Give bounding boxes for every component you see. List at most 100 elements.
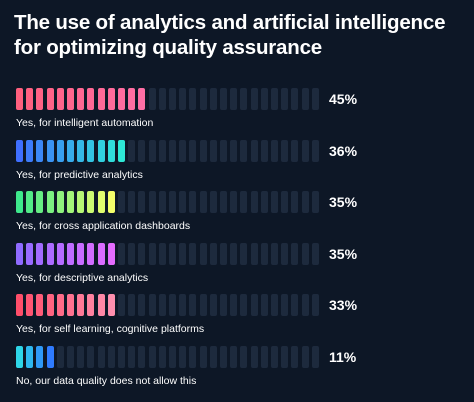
bar-segment-empty xyxy=(260,345,268,368)
bar-segment-empty xyxy=(311,88,319,110)
bar-segment-empty xyxy=(230,139,238,162)
bar-segment-filled xyxy=(107,191,115,213)
bar-segment-empty xyxy=(148,191,156,213)
bar-segment-empty xyxy=(230,345,238,368)
bar-segment-filled xyxy=(56,294,64,316)
bar-track xyxy=(16,139,322,162)
category-label: No, our data quality does not allow this xyxy=(16,374,197,387)
bar-segment-empty xyxy=(128,345,136,368)
bar-segment-filled xyxy=(97,191,105,213)
bar-segment-empty xyxy=(311,294,319,316)
bar-segment-empty xyxy=(138,139,146,162)
bar-segment-filled xyxy=(77,242,85,265)
bar-segment-empty xyxy=(240,294,248,316)
bar-segment-filled xyxy=(26,242,34,265)
bar-segment-empty xyxy=(271,242,278,265)
bar-segment-filled xyxy=(56,88,64,110)
bar-segment-filled xyxy=(107,294,115,316)
bar-segment-filled xyxy=(46,139,54,162)
bar-segment-empty xyxy=(291,139,299,162)
bar-segment-filled xyxy=(26,294,34,316)
bar-segment-empty xyxy=(220,88,227,110)
bar-segment-empty xyxy=(291,345,299,368)
bar-segment-empty xyxy=(179,139,187,162)
bar-segment-empty xyxy=(260,242,268,265)
value-label: 11% xyxy=(329,348,357,365)
bar-segment-filled xyxy=(36,242,44,265)
bar-segment-empty xyxy=(158,242,166,265)
bar-segment-empty xyxy=(107,345,115,368)
category-label: Yes, for self learning, cognitive platfo… xyxy=(16,323,205,335)
bar-segment-filled xyxy=(26,345,34,368)
value-label: 33% xyxy=(329,297,358,313)
bar-segment-empty xyxy=(179,191,187,213)
bar-segment-empty xyxy=(220,242,227,265)
bar-segment-empty xyxy=(199,88,207,110)
bar-segment-filled xyxy=(67,191,74,213)
bar-segment-empty xyxy=(118,242,125,265)
bar-segment-empty xyxy=(250,294,258,316)
bar-segment-empty xyxy=(281,242,289,265)
bar-segment-filled xyxy=(97,139,105,162)
bar-segment-empty xyxy=(240,139,248,162)
bar-segment-filled xyxy=(77,88,85,110)
bar-segment-empty xyxy=(291,191,299,213)
bar-segment-filled xyxy=(87,88,95,110)
bar-segment-filled xyxy=(97,88,105,110)
bar-segment-empty xyxy=(291,294,299,316)
bar-segment-empty xyxy=(128,191,136,213)
value-label: 36% xyxy=(329,142,358,159)
bar-segment-empty xyxy=(67,345,74,368)
bar-segment-empty xyxy=(179,345,187,368)
bar-segment-filled xyxy=(118,139,125,162)
bar-segment-empty xyxy=(281,88,289,110)
bar-segment-filled xyxy=(87,294,95,316)
bar-segment-filled xyxy=(128,88,136,110)
bar-segment-empty xyxy=(189,345,197,368)
bar-segment-empty xyxy=(97,345,105,368)
bar-segment-empty xyxy=(199,191,207,213)
bar-segment-empty xyxy=(138,294,146,316)
bar-segment-empty xyxy=(118,294,125,316)
bar-segment-empty xyxy=(260,139,268,162)
bar-segment-filled xyxy=(46,294,54,316)
chart-title: The use of analytics and artificial inte… xyxy=(14,11,446,59)
bar-segment-filled xyxy=(67,139,74,162)
bar-segment-empty xyxy=(148,294,156,316)
bar-segment-filled xyxy=(107,242,115,265)
bar-segment-filled xyxy=(87,242,95,265)
bar-segment-empty xyxy=(189,88,197,110)
bar-segment-empty xyxy=(158,88,166,110)
bar-segment-empty xyxy=(118,191,125,213)
bar-segment-filled xyxy=(36,139,44,162)
bar-segment-empty xyxy=(199,139,207,162)
bar-row: 45% Yes, for intelligent automation xyxy=(0,88,474,140)
bar-segment-filled xyxy=(97,242,105,265)
bar-segment-filled xyxy=(67,242,74,265)
bar-segment-filled xyxy=(118,88,125,110)
bar-segment-empty xyxy=(169,191,176,213)
bar-track xyxy=(16,191,322,213)
bar-track xyxy=(16,294,322,316)
bar-segment-filled xyxy=(26,191,34,213)
bar-segment-filled xyxy=(138,88,146,110)
bar-segment-empty xyxy=(209,191,217,213)
bar-segment-filled xyxy=(16,294,23,316)
bar-track xyxy=(16,345,322,368)
bar-row: 33% Yes, for self learning, cognitive pla… xyxy=(0,294,474,346)
bar-segment-filled xyxy=(36,191,44,213)
bar-segment-empty xyxy=(199,345,207,368)
bar-segment-empty xyxy=(271,345,278,368)
bar-segment-filled xyxy=(87,191,95,213)
bar-segment-empty xyxy=(189,139,197,162)
bar-segment-empty xyxy=(301,191,309,213)
bar-segment-empty xyxy=(87,345,95,368)
bar-segment-empty xyxy=(281,191,289,213)
bar-segment-empty xyxy=(128,294,136,316)
bar-segment-filled xyxy=(16,191,23,213)
bar-segment-filled xyxy=(46,345,54,368)
bar-segment-filled xyxy=(16,345,23,368)
bar-segment-filled xyxy=(56,191,64,213)
bar-segment-filled xyxy=(77,294,85,316)
